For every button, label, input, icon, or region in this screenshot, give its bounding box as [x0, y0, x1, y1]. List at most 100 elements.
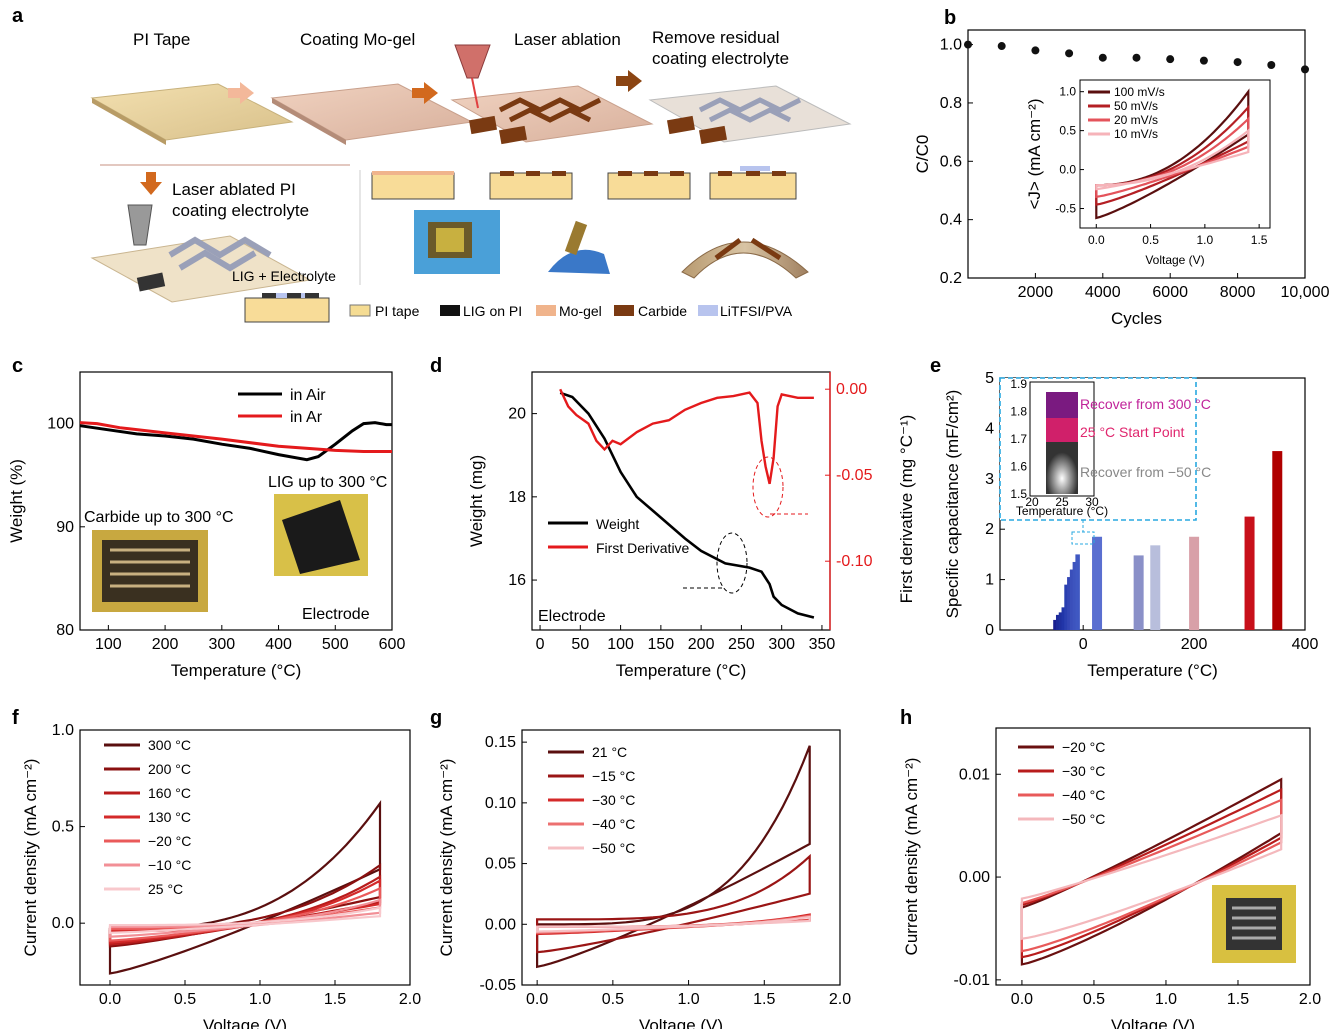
b-inset-ytick: 0.5	[1059, 124, 1076, 138]
b-xtick: 10,000	[1281, 284, 1330, 301]
h-ytick: 0.00	[959, 869, 990, 886]
g-xtick: 1.5	[753, 991, 775, 1008]
e-inset-ytick: 1.9	[1010, 377, 1027, 391]
f-legend-label: 300 °C	[148, 737, 191, 753]
panel-f: 0.0 0.5 1.0 1.5 2.0 0.0 0.5 1.0 Voltage (V) Curre…	[21, 722, 421, 1029]
panel-label-a: a	[12, 5, 24, 27]
b-inset-xtick: 0.0	[1088, 233, 1105, 247]
d-xtick: 200	[688, 636, 715, 653]
d-xtick: 250	[728, 636, 755, 653]
d-annotation-ellipse	[716, 532, 748, 594]
photo-device-h	[1212, 885, 1296, 963]
b-inset-ylabel: <J> (mA cm⁻²)	[1025, 99, 1044, 210]
g-xlabel: Voltage (V)	[639, 1016, 723, 1029]
g-ytick: 0.05	[485, 856, 516, 873]
c-annotation-electrode: Electrode	[302, 606, 370, 623]
d-xtick: 150	[648, 636, 675, 653]
b-inset-xtick: 1.0	[1197, 233, 1214, 247]
panel-a-legend: PI tape LIG on PI Mo-gel Carbide LiTFSI/…	[349, 303, 793, 319]
remove-sheet	[648, 85, 852, 143]
d-xtick: 50	[571, 636, 589, 653]
h-xtick: 1.0	[1155, 991, 1177, 1008]
b-inset-ytick: 1.0	[1059, 85, 1076, 99]
photo-lig-electrode	[274, 494, 368, 576]
b-point	[1132, 53, 1141, 62]
b-inset-xlabel: Voltage (V)	[1145, 253, 1204, 267]
photo-carbide-electrode	[92, 530, 208, 612]
f-ytick: 0.0	[52, 915, 74, 932]
b-point	[1031, 46, 1040, 55]
e-bar	[1055, 614, 1061, 630]
e-inset-xlabel: Temperature (°C)	[1016, 504, 1108, 518]
e-xlabel: Temperature (°C)	[1087, 661, 1218, 680]
c-annotation-carbide: Carbide up to 300 °C	[84, 509, 234, 526]
f-ytick: 0.5	[52, 819, 74, 836]
final-laser-head	[127, 204, 153, 246]
d-ytick: 20	[508, 406, 526, 423]
f-xtick: 0.5	[174, 991, 196, 1008]
b-xtick: 6000	[1152, 284, 1188, 301]
b-point	[1098, 53, 1107, 62]
e-ytick: 2	[985, 521, 994, 538]
h-legend-label: −50 °C	[1062, 811, 1105, 827]
c-ylabel: Weight (%)	[7, 459, 26, 543]
legend-swatch-litfsi	[698, 305, 718, 316]
legend-mo-gel: Mo-gel	[559, 303, 602, 319]
c-xtick: 400	[265, 636, 292, 653]
mo-gel-sheet-edge	[272, 98, 346, 145]
panel-d: 0 50 100 150 200 250 300 350 16 18 20 0.00 -0.05 -0.1…	[467, 371, 916, 680]
b-inset-xtick: 0.5	[1142, 233, 1159, 247]
e-bar	[1064, 584, 1069, 630]
b-point	[997, 42, 1006, 51]
b-xtick: 8000	[1220, 284, 1256, 301]
c-xtick: 100	[95, 636, 122, 653]
g-cv-curve	[536, 745, 811, 969]
e-inset-label: 25 °C Start Point	[1080, 424, 1185, 440]
d-xtick: 100	[607, 636, 634, 653]
e-bar	[1092, 536, 1103, 630]
panel-b-frame	[967, 29, 1306, 279]
g-xtick: 0.5	[602, 991, 624, 1008]
legend-swatch-lig	[440, 305, 460, 316]
lig-electrolyte-label: LIG + Electrolyte	[232, 268, 336, 284]
b-inset-legend-label: 100 mV/s	[1114, 85, 1165, 99]
d-annotation-ellipse-red	[752, 456, 784, 518]
pi-tape-sheet	[90, 83, 294, 141]
b-point	[1199, 56, 1208, 65]
laser-head	[454, 44, 491, 79]
e-bar	[1150, 545, 1161, 630]
h-cv-curve	[1020, 813, 1283, 940]
panel-c-frame	[79, 371, 393, 631]
e-inset-block-25	[1046, 418, 1078, 442]
legend-lig-on-pi: LIG on PI	[463, 303, 522, 319]
b-point	[1065, 49, 1074, 58]
plots-layer: 2000 4000 6000 8000 10,0000.20.40.60.81.0Cyc…	[7, 7, 1330, 1029]
c-xtick: 300	[208, 636, 235, 653]
final-pattern	[168, 236, 272, 272]
g-xtick: 1.0	[677, 991, 699, 1008]
b-point	[1267, 61, 1276, 70]
panel-h-frame	[995, 727, 1311, 986]
h-xtick: 2.0	[1299, 991, 1321, 1008]
e-ytick: 0	[985, 622, 994, 639]
b-inset-ytick: -0.5	[1055, 202, 1076, 216]
panel-e: 0 200 400 0 1 2 3 4 5 Temperature (°C) Specific ca…	[943, 370, 1318, 680]
f-ylabel: Current density (mA cm⁻²)	[21, 759, 40, 957]
e-ylabel: Specific capacitance (mF/cm²)	[943, 390, 962, 619]
d-legend-label: First Derivative	[596, 540, 690, 556]
carbide-pad-1	[468, 115, 498, 135]
c-series-line	[79, 421, 392, 462]
legend-swatch-carbide	[614, 305, 634, 316]
e-bar	[1272, 451, 1283, 630]
b-ytick: 0.8	[940, 95, 962, 112]
d-ytick: 16	[508, 572, 526, 589]
f-legend-label: 200 °C	[148, 761, 191, 777]
e-bar	[1067, 577, 1072, 630]
d-annotation-electrode: Electrode	[538, 608, 606, 625]
h-xtick: 0.0	[1011, 991, 1033, 1008]
step-remove-residual: Remove residual coating electrolyte	[652, 28, 789, 68]
b-inset-xtick: 1.5	[1251, 233, 1268, 247]
panel-label-h: h	[900, 707, 912, 729]
c-xtick: 500	[322, 636, 349, 653]
